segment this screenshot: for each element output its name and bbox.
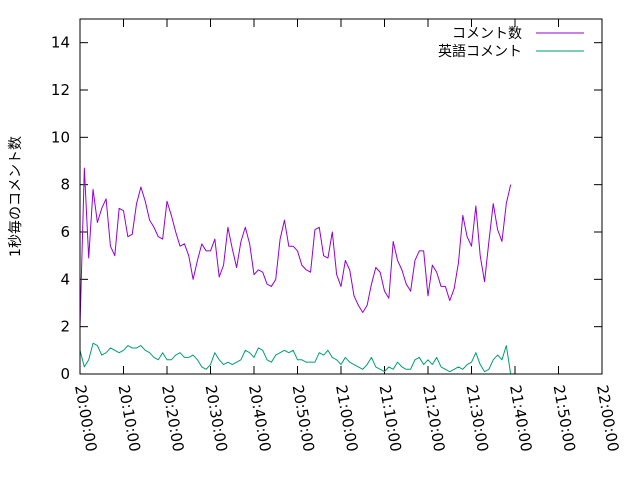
x-tick-label: 20:40:00	[245, 384, 274, 453]
y-tick-label: 6	[60, 223, 70, 241]
x-tick-label: 20:50:00	[289, 384, 318, 453]
x-tick-label: 21:10:00	[376, 384, 405, 453]
x-tick-label: 20:20:00	[158, 384, 187, 453]
legend-label: 英語コメント	[438, 43, 522, 60]
x-tick-label: 21:30:00	[463, 384, 492, 453]
x-tick-label: 21:20:00	[419, 384, 448, 453]
x-tick-label: 21:40:00	[506, 384, 535, 453]
y-tick-label: 4	[60, 270, 70, 288]
y-tick-label: 12	[51, 81, 70, 99]
y-tick-label: 8	[60, 176, 70, 194]
x-tick-label: 20:10:00	[115, 384, 144, 453]
x-axis-ticks: 20:00:00 20:10:00 20:20:00 20:30:00 20:40:00…	[71, 19, 622, 453]
y-axis-title: 1秒毎のコメント数	[8, 136, 24, 257]
x-tick-label: 21:00:00	[332, 384, 361, 453]
y-tick-label: 0	[60, 365, 70, 383]
y-tick-label: 14	[51, 34, 70, 52]
legend-label: コメント数	[452, 26, 522, 42]
y-tick-label: 10	[51, 128, 70, 146]
series-line-0	[79, 167, 512, 327]
y-axis-ticks: 0 2 4 6 8 10 12 14	[51, 34, 602, 383]
series-line-1	[79, 342, 512, 375]
series-layer	[79, 167, 512, 375]
x-tick-label: 21:50:00	[550, 384, 579, 453]
x-tick-label: 20:30:00	[202, 384, 231, 453]
x-tick-label: 20:00:00	[71, 384, 100, 453]
plot-frame	[79, 18, 603, 375]
x-tick-label: 22:00:00	[593, 384, 622, 453]
y-tick-label: 2	[60, 318, 70, 336]
